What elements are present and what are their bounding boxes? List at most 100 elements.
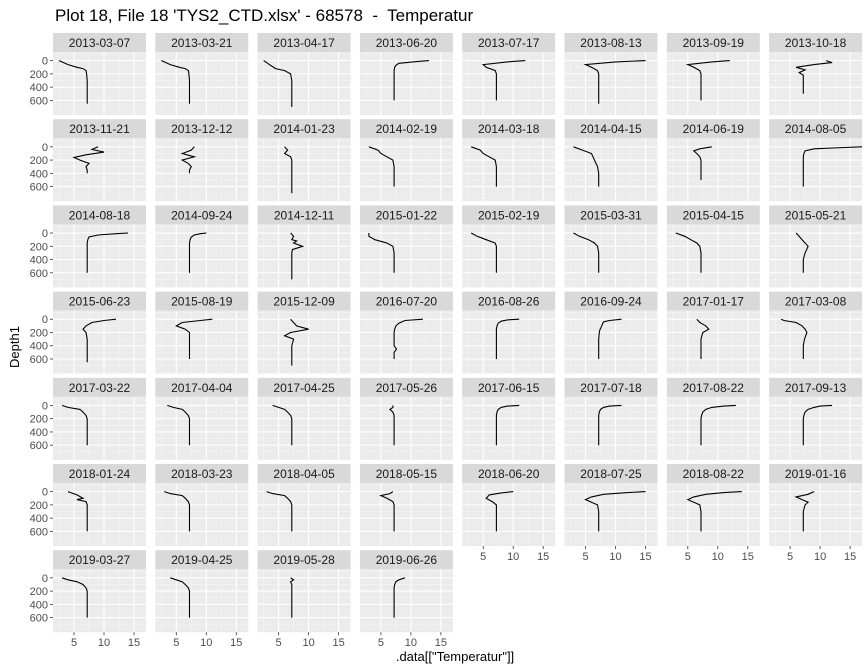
facet-panel: 2017-09-13 (769, 377, 863, 460)
panel-background (257, 569, 351, 633)
facet-strip (53, 464, 146, 483)
panel-background (666, 138, 760, 202)
x-tick-label: 15 (537, 551, 549, 563)
facet-strip (155, 550, 249, 570)
facet-panel: 2017-04-04 (155, 377, 249, 460)
x-tick-label: 10 (405, 637, 417, 649)
facet-strip (359, 291, 453, 311)
facet-strip-label: 2019-01-16 (785, 467, 847, 481)
facet-strip-label: 2013-06-20 (376, 36, 438, 50)
facet-strip-label: 2014-03-18 (478, 122, 540, 136)
x-tick-label: 15 (844, 551, 856, 563)
facet-strip (257, 33, 351, 52)
facet-panel: 2015-02-19 (462, 205, 556, 288)
facet-panel: 2017-05-26 (359, 377, 453, 460)
temperature-profile-line (393, 60, 429, 101)
facet-strip-label: 2013-04-17 (273, 36, 335, 50)
facet-strip (462, 205, 556, 225)
panel-background (53, 396, 146, 460)
temperature-profile-line (495, 318, 520, 359)
facet-strip-label: 2017-04-25 (273, 381, 335, 395)
facet-strip-label: 2017-06-15 (478, 381, 540, 395)
facet-strip-label: 2015-04-15 (683, 208, 745, 222)
x-tick-label: 5 (378, 637, 384, 649)
facet-strip (53, 33, 146, 52)
facet-panel: 2016-08-26 (462, 291, 556, 374)
temperature-profile-line (61, 577, 88, 618)
facet-strip-label: 2019-05-28 (273, 553, 335, 567)
panel-background (257, 483, 351, 546)
facet-strip (155, 464, 249, 483)
temperature-profile-line (368, 233, 395, 273)
facet-strip-label: 2016-09-24 (580, 295, 642, 309)
temperature-profile-line (685, 60, 730, 101)
panel-background (666, 396, 760, 460)
panel-background (564, 483, 658, 546)
facet-strip-label: 2015-05-21 (785, 208, 847, 222)
temperature-profile-line (86, 232, 129, 273)
facet-strip (53, 377, 146, 397)
facet-panel: 2017-03-08 (769, 291, 863, 374)
y-tick-label: 600 (30, 613, 48, 625)
temperature-profile-line (584, 491, 646, 532)
panel-background (155, 396, 249, 460)
y-tick-label: 400 (30, 82, 48, 94)
facet-strip (155, 377, 249, 397)
temperature-profile-line (471, 146, 497, 187)
y-tick-label: 200 (30, 414, 48, 426)
facet-strip (769, 33, 863, 52)
facet-strip (666, 464, 760, 483)
facet-strip-label: 2014-08-18 (69, 208, 131, 222)
facet-strip-label: 2013-08-13 (580, 36, 642, 50)
y-tick-label: 600 (30, 95, 48, 107)
panel-background (53, 310, 146, 374)
facet-panel: 2016-07-20 (359, 291, 453, 374)
x-tick-label: 15 (230, 637, 242, 649)
facet-panel: 2013-07-17 (462, 33, 556, 115)
x-tick-label: 5 (480, 551, 486, 563)
temperature-profile-line (289, 577, 295, 618)
y-tick-label: 400 (30, 341, 48, 353)
panel-background (359, 52, 453, 115)
facet-strip-label: 2018-08-22 (683, 467, 745, 481)
facet-panel: 2018-08-22 5 10 15 (666, 464, 760, 563)
x-tick-label: 15 (742, 551, 754, 563)
panel-background (155, 224, 249, 288)
temperature-profile-line (164, 491, 191, 532)
temperature-profile-line (161, 60, 191, 104)
facet-strip-label: 2018-04-05 (273, 467, 335, 481)
facet-strip-label: 2016-07-20 (376, 295, 438, 309)
facet-strip (564, 33, 658, 52)
facet-strip (53, 291, 146, 311)
facet-strip-label: 2015-12-09 (273, 295, 335, 309)
temperature-profile-line (700, 404, 736, 446)
facet-strip (769, 291, 863, 311)
temperature-profile-line (696, 318, 710, 359)
x-tick-label: 5 (582, 551, 588, 563)
facet-strip (155, 33, 249, 52)
panel-background (564, 52, 658, 115)
facet-strip-label: 2015-06-23 (69, 295, 131, 309)
panel-background (666, 224, 760, 288)
x-tick-label: 10 (712, 551, 724, 563)
facet-strip-label: 2018-05-15 (376, 467, 438, 481)
panel-background (155, 52, 249, 115)
facet-strip (359, 119, 453, 139)
y-tick-label: 200 (30, 500, 48, 512)
facet-strip (769, 119, 863, 139)
panel-background (155, 138, 249, 202)
facet-strip-label: 2019-03-27 (69, 553, 131, 567)
x-tick-label: 10 (200, 637, 212, 649)
facet-panel: 2015-04-15 (666, 205, 760, 288)
facet-panel: 2015-05-21 (769, 205, 863, 288)
panel-background (666, 52, 760, 115)
facet-strip (257, 205, 351, 225)
facet-strip-label: 2017-03-08 (785, 295, 847, 309)
temperature-profile-line (598, 404, 622, 446)
facet-panel: 2013-10-18 (769, 33, 863, 115)
x-tick-label: 5 (787, 551, 793, 563)
facet-strip-label: 2015-01-22 (376, 208, 438, 222)
facet-strip-label: 2014-04-15 (580, 122, 642, 136)
